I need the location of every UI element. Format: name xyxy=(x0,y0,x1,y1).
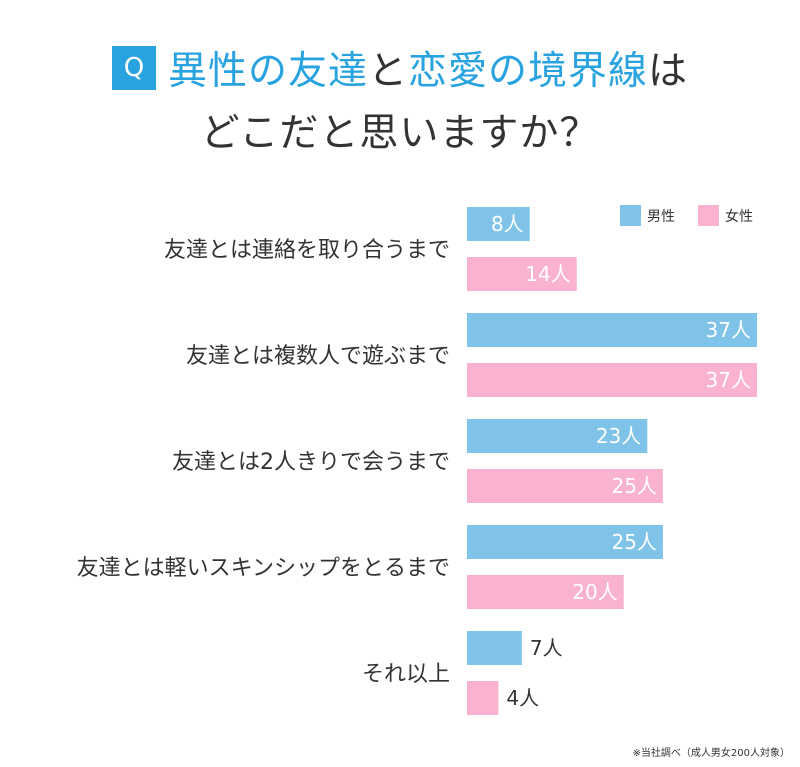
male-bar xyxy=(467,631,522,665)
title-line-1: Q 異性の友達 と 恋愛の境界線 は xyxy=(0,40,800,96)
data-label: 14人 xyxy=(525,262,570,286)
data-label: 37人 xyxy=(706,318,751,342)
category-label: 友達とは連絡を取り合うまで xyxy=(164,238,450,263)
female-bar xyxy=(467,257,577,291)
title-part-3: 恋愛の境界線 xyxy=(408,49,649,94)
category-label: 友達とは2人きりで会うまで xyxy=(172,450,450,475)
title-line-2: どこだと思いますか？ xyxy=(0,102,800,158)
female-bar xyxy=(467,575,624,609)
title-part-5: どこだと思いますか？ xyxy=(200,111,600,156)
title-part-1: 異性の友達 xyxy=(167,49,368,94)
data-label: 23人 xyxy=(596,424,641,448)
female-bar xyxy=(467,469,663,503)
male-bar xyxy=(467,419,648,453)
data-label: 8人 xyxy=(491,212,524,236)
legend-female-swatch xyxy=(698,205,719,226)
category-label: 友達とは軽いスキンシップをとるまで xyxy=(77,556,450,581)
category-label: 友達とは複数人で遊ぶまで xyxy=(186,344,450,369)
legend-label: 女性 xyxy=(725,208,753,225)
female-bar xyxy=(467,681,499,715)
title-part-4: は xyxy=(648,49,689,94)
data-label: 4人 xyxy=(506,686,539,710)
data-label: 37人 xyxy=(706,368,751,392)
data-label: 25人 xyxy=(611,474,656,498)
male-bar xyxy=(467,525,663,559)
data-label: 7人 xyxy=(530,636,563,660)
data-label: 20人 xyxy=(572,580,617,604)
footnote: ※当社調べ（成人男女200人対象） xyxy=(632,748,790,759)
male-bar xyxy=(467,313,757,347)
question-title: Q 異性の友達 と 恋愛の境界線 は どこだと思いますか？ xyxy=(0,40,800,158)
legend-male-swatch xyxy=(620,205,641,226)
q-badge: Q xyxy=(111,46,156,90)
category-label: それ以上 xyxy=(362,662,450,687)
data-label: 25人 xyxy=(611,530,656,554)
legend-label: 男性 xyxy=(647,209,675,225)
female-bar xyxy=(467,363,757,397)
title-part-2: と xyxy=(367,49,408,94)
male-bar xyxy=(467,207,530,241)
